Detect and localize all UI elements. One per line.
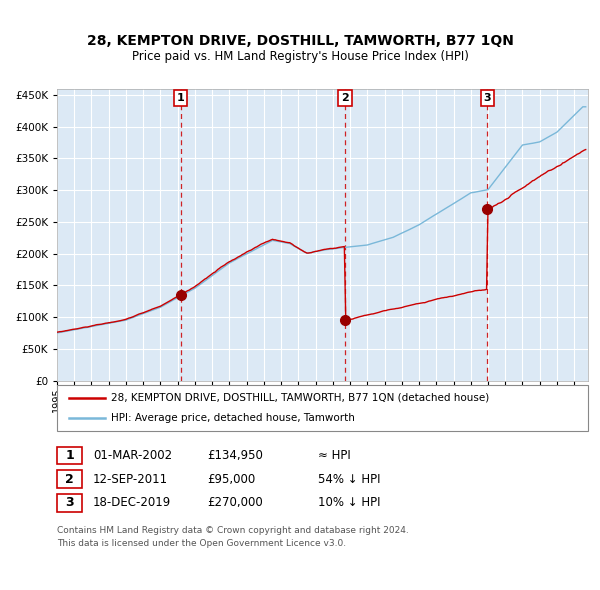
Text: £270,000: £270,000 [207, 496, 263, 509]
Text: 2: 2 [341, 93, 349, 103]
Text: 28, KEMPTON DRIVE, DOSTHILL, TAMWORTH, B77 1QN: 28, KEMPTON DRIVE, DOSTHILL, TAMWORTH, B… [86, 34, 514, 48]
Text: £134,950: £134,950 [207, 449, 263, 462]
Text: 1: 1 [65, 449, 74, 462]
Text: 18-DEC-2019: 18-DEC-2019 [93, 496, 171, 509]
Text: This data is licensed under the Open Government Licence v3.0.: This data is licensed under the Open Gov… [57, 539, 346, 548]
Text: HPI: Average price, detached house, Tamworth: HPI: Average price, detached house, Tamw… [111, 413, 355, 423]
Text: 01-MAR-2002: 01-MAR-2002 [93, 449, 172, 462]
Text: 1: 1 [177, 93, 184, 103]
Text: Price paid vs. HM Land Registry's House Price Index (HPI): Price paid vs. HM Land Registry's House … [131, 50, 469, 63]
Text: £95,000: £95,000 [207, 473, 255, 486]
Text: Contains HM Land Registry data © Crown copyright and database right 2024.: Contains HM Land Registry data © Crown c… [57, 526, 409, 535]
Text: 2: 2 [65, 473, 74, 486]
Text: 3: 3 [484, 93, 491, 103]
Text: 12-SEP-2011: 12-SEP-2011 [93, 473, 168, 486]
Text: ≈ HPI: ≈ HPI [318, 449, 351, 462]
Text: 28, KEMPTON DRIVE, DOSTHILL, TAMWORTH, B77 1QN (detached house): 28, KEMPTON DRIVE, DOSTHILL, TAMWORTH, B… [111, 392, 489, 402]
Text: 54% ↓ HPI: 54% ↓ HPI [318, 473, 380, 486]
Text: 3: 3 [65, 496, 74, 509]
Text: 10% ↓ HPI: 10% ↓ HPI [318, 496, 380, 509]
